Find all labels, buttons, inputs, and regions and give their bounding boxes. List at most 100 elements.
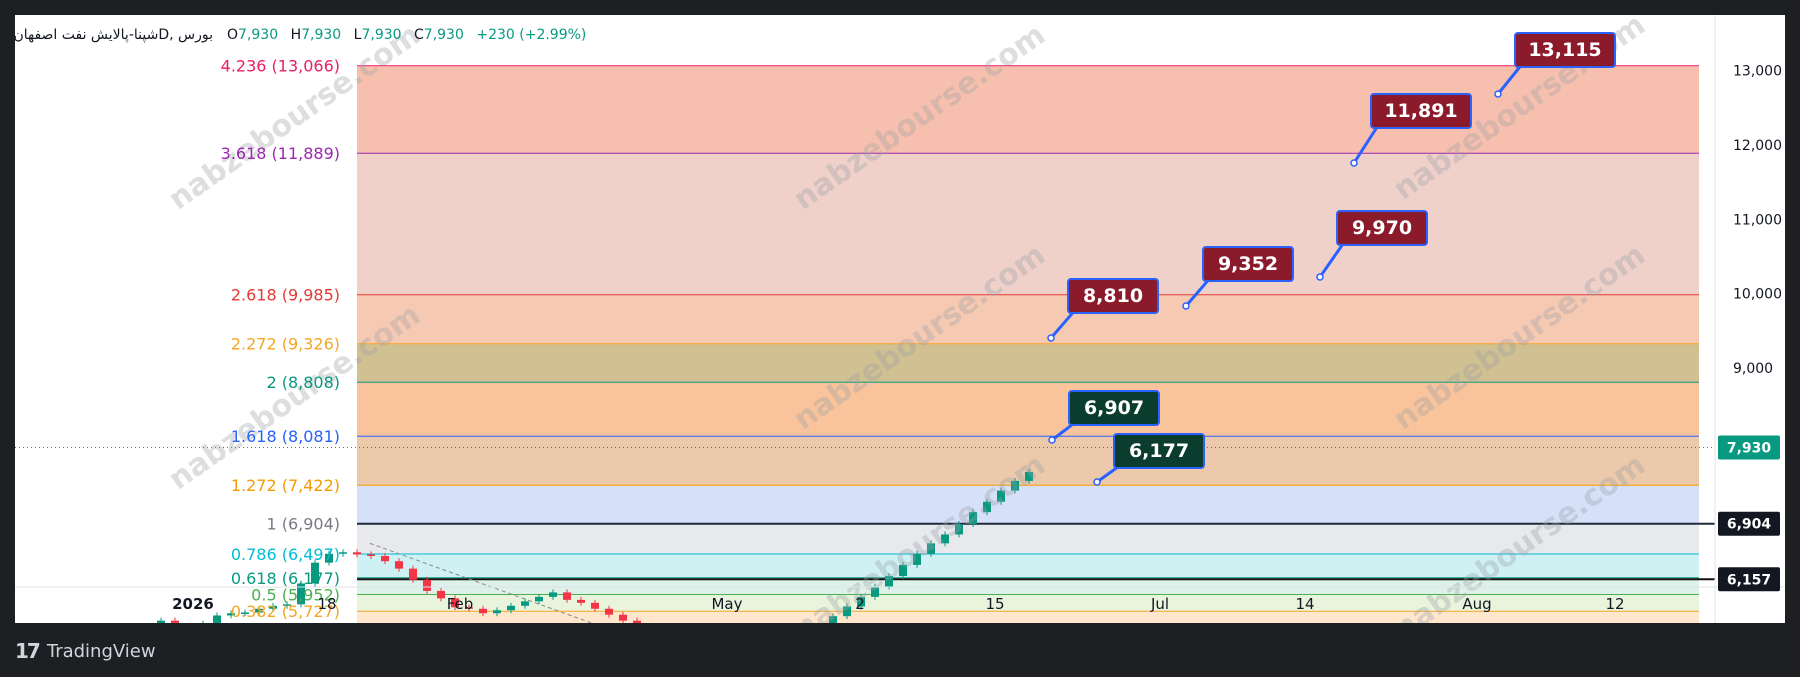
time-tick-label: 14 [1295, 595, 1314, 613]
fib-level-label: 1.618 (8,081) [231, 427, 340, 446]
time-tick-label: Aug [1462, 595, 1491, 613]
time-tick-label: May [711, 595, 742, 613]
fib-level-label: 0.786 (6,497) [231, 545, 340, 564]
candle-body [913, 553, 921, 565]
fib-level-label: 2.618 (9,985) [231, 286, 340, 305]
candle-body [409, 568, 417, 580]
high-label: H [291, 27, 302, 43]
candle-body [871, 586, 879, 597]
callout-anchor [1494, 90, 1502, 98]
close-label: C [414, 27, 424, 43]
time-axis[interactable]: 2026 18 Feb May 2 15 Jul 14 Aug 12 [15, 586, 1785, 613]
candle-body [563, 592, 571, 600]
callout-label: 11,891 [1384, 100, 1457, 122]
fib-level-label: 0.5 (5,952) [251, 585, 340, 604]
low-label: L [354, 27, 362, 43]
candle-body [927, 543, 935, 554]
price-tick-label: 11,000 [1733, 212, 1782, 228]
fib-zone [357, 523, 1699, 554]
price-tags: 7,930 6,904 6,157 [1718, 435, 1780, 592]
fib-level-label: 0.382 (5,727) [231, 602, 340, 621]
fib-zone [357, 294, 1699, 344]
symbol-header: شپنا-پالایش نفت اصفهان, 1D, بورس O7,930 … [0, 27, 586, 43]
symbol-name: شپنا-پالایش نفت اصفهان, 1D, بورس [15, 27, 213, 43]
candle-body [605, 608, 613, 615]
candle-body [451, 598, 459, 608]
candle-body [843, 606, 851, 617]
candle-body [367, 554, 375, 556]
time-tick-label: 2026 [172, 595, 214, 613]
candle-body [297, 583, 305, 605]
candle-body [619, 614, 627, 621]
callouts[interactable]: 13,115 11,891 9,970 9,352 8,810 6,907 6,177 [1047, 32, 1616, 486]
candle-body [983, 501, 991, 513]
fib-zone [357, 485, 1699, 524]
candle-body [969, 512, 977, 525]
candle-body [577, 599, 585, 603]
fib-zone [357, 577, 1699, 595]
candle-body [395, 561, 403, 569]
tradingview-logo-icon[interactable]: 17 [15, 639, 41, 663]
fib-zones [357, 65, 1699, 677]
price-tag-box [1718, 435, 1780, 460]
callout-anchor [1048, 436, 1056, 444]
fib-level-label: 0.618 (6,177) [231, 569, 340, 588]
footer: 17 TradingView [15, 636, 156, 666]
callout-box [1202, 246, 1294, 282]
candle-body [213, 615, 221, 624]
callout-box [1514, 32, 1616, 68]
callout-pointer [1352, 123, 1381, 164]
candle-body [521, 601, 529, 606]
time-tick-label: Jul [1150, 595, 1169, 613]
tradingview-brand[interactable]: TradingView [46, 640, 156, 662]
time-tick-label: 15 [985, 595, 1004, 613]
callout-anchor [1350, 159, 1358, 167]
fib-labels: 4.236 (13,066) 3.618 (11,889) 2.618 (9,985… [221, 57, 340, 642]
callout-label: 8,810 [1083, 285, 1143, 307]
candle-body [353, 552, 361, 555]
candle-body [325, 553, 333, 563]
candle-body [1025, 471, 1033, 481]
candle-body [885, 576, 893, 587]
candle-body [311, 562, 319, 584]
price-tag-label: 7,930 [1727, 440, 1772, 456]
callout-box [1336, 210, 1428, 246]
fib-zone [357, 553, 1699, 578]
high-value: 7,930 [301, 27, 341, 43]
candle-body [997, 490, 1005, 502]
candle-body [381, 555, 389, 562]
price-tick-label: 13,000 [1733, 64, 1782, 80]
time-tick-label: 18 [317, 595, 336, 613]
open-label: O [227, 27, 238, 43]
callout-pointer [1496, 62, 1525, 95]
candle-body [829, 616, 837, 627]
callout-anchor [1182, 302, 1190, 310]
candle-body [269, 605, 277, 609]
candle-body [283, 604, 291, 606]
fib-level-label: 2 (8,808) [266, 373, 340, 392]
horizontal-lines [15, 446, 1715, 665]
callout-anchor [1316, 273, 1324, 281]
callout-box [1370, 93, 1472, 129]
fib-level-label: 2.272 (9,326) [231, 335, 340, 354]
candle-body [899, 564, 907, 577]
candle-body [857, 596, 865, 607]
fib-zone [357, 594, 1699, 612]
price-tick-label: 10,000 [1733, 287, 1782, 303]
time-tick-label: Feb [447, 595, 474, 613]
open-value: 7,930 [238, 27, 278, 43]
candle-body [465, 607, 473, 609]
callout-label: 6,907 [1084, 397, 1144, 419]
change-value: +230 (+2.99%) [476, 27, 586, 43]
close-value: 7,930 [424, 27, 464, 43]
low-value: 7,930 [361, 27, 401, 43]
fib-level-label: 4.236 (13,066) [221, 57, 340, 76]
callout-box [1113, 433, 1205, 469]
candle-body [157, 620, 165, 631]
candle-body [339, 552, 347, 554]
price-tag-label: 6,157 [1727, 572, 1771, 588]
callout-anchor [1047, 334, 1055, 342]
candle-body [493, 610, 501, 614]
